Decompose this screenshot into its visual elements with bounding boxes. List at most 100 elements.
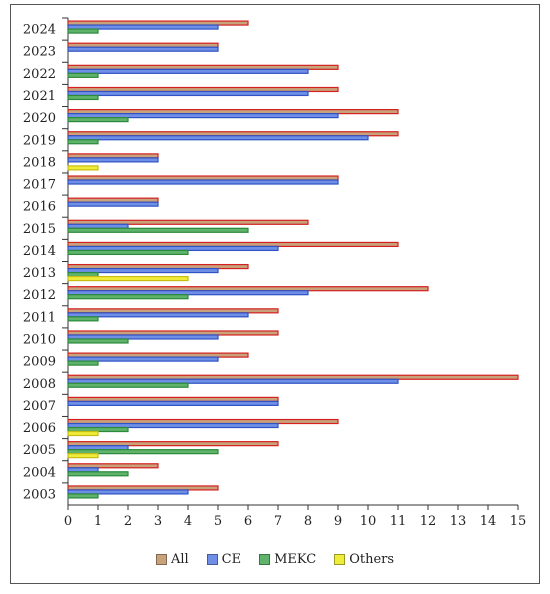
bar-ce-2022 bbox=[67, 68, 309, 74]
bar-mekc-2008 bbox=[67, 382, 189, 388]
x-tick-label: 13 bbox=[450, 514, 467, 529]
bar-ce-2019 bbox=[67, 135, 369, 141]
x-tick-label: 0 bbox=[64, 514, 72, 529]
bar-ce-2004 bbox=[67, 467, 99, 473]
x-tick-label: 7 bbox=[274, 514, 282, 529]
bar-all-2019 bbox=[67, 131, 399, 137]
bar-mekc-2012 bbox=[67, 294, 189, 300]
bar-mekc-2003 bbox=[67, 493, 99, 499]
bar-ce-2021 bbox=[67, 90, 309, 97]
y-tick-label: 2016 bbox=[23, 200, 56, 215]
bar-all-2009 bbox=[67, 352, 249, 358]
bar-ce-2015 bbox=[67, 223, 129, 229]
x-tick-label: 9 bbox=[334, 514, 342, 529]
x-tick-label: 10 bbox=[360, 514, 377, 529]
legend-label-others: Others bbox=[349, 552, 395, 567]
bar-all-2007 bbox=[67, 396, 279, 402]
bar-ce-2008 bbox=[67, 378, 399, 384]
y-tick-label: 2022 bbox=[23, 67, 56, 82]
bar-all-2017 bbox=[67, 175, 339, 181]
bar-mekc-2006 bbox=[67, 426, 129, 433]
bar-all-2011 bbox=[67, 308, 279, 314]
bar-ce-2018 bbox=[67, 157, 159, 163]
y-tick-label: 2005 bbox=[23, 443, 56, 458]
bar-mekc-2019 bbox=[67, 139, 99, 145]
bar-mekc-2015 bbox=[67, 227, 249, 233]
legend-item-all: All bbox=[155, 552, 189, 567]
bar-others-2018 bbox=[67, 165, 99, 171]
bar-mekc-2005 bbox=[67, 449, 219, 455]
legend-swatch-ce bbox=[206, 554, 218, 565]
legend-swatch-all bbox=[155, 554, 167, 565]
bar-all-2014 bbox=[67, 241, 399, 248]
legend-item-ce: CE bbox=[206, 552, 242, 567]
legend-label-mekc: MEKC bbox=[274, 552, 317, 567]
bar-others-2005 bbox=[67, 453, 99, 459]
bar-all-2012 bbox=[67, 286, 429, 292]
x-tick-label: 12 bbox=[420, 514, 437, 529]
bar-mekc-2024 bbox=[67, 28, 99, 34]
x-tick-label: 1 bbox=[94, 514, 102, 529]
legend-label-all: All bbox=[170, 552, 189, 567]
y-tick-label: 2013 bbox=[23, 266, 56, 281]
bar-all-2005 bbox=[67, 441, 279, 447]
x-tick-label: 5 bbox=[214, 514, 222, 529]
y-tick-label: 2011 bbox=[23, 310, 56, 325]
bar-others-2006 bbox=[67, 430, 99, 437]
bar-ce-2013 bbox=[67, 267, 219, 274]
x-tick-label: 15 bbox=[510, 514, 527, 529]
bar-all-2016 bbox=[67, 197, 159, 203]
bar-mekc-2004 bbox=[67, 471, 129, 477]
x-tick-label: 14 bbox=[480, 514, 497, 529]
y-tick-label: 2008 bbox=[23, 377, 56, 392]
y-tick-label: 2023 bbox=[23, 45, 56, 60]
x-tick-label: 4 bbox=[184, 514, 192, 529]
bar-ce-2007 bbox=[67, 400, 279, 406]
bar-all-2013 bbox=[67, 263, 249, 270]
y-tick-label: 2007 bbox=[23, 399, 56, 414]
y-tick-label: 2015 bbox=[23, 222, 56, 237]
legend: All CE MEKC Others bbox=[0, 552, 550, 567]
bar-all-2008 bbox=[67, 374, 519, 380]
bar-ce-2005 bbox=[67, 445, 129, 451]
bar-mekc-2011 bbox=[67, 316, 99, 322]
y-tick-label: 2003 bbox=[23, 487, 56, 502]
bar-ce-2023 bbox=[67, 46, 219, 52]
y-tick-label: 2020 bbox=[23, 111, 56, 126]
bar-mekc-2013 bbox=[67, 271, 99, 278]
bar-all-2003 bbox=[67, 485, 219, 491]
bar-all-2015 bbox=[67, 219, 309, 225]
y-tick-label: 2019 bbox=[23, 133, 56, 148]
bar-mekc-2022 bbox=[67, 72, 99, 78]
y-tick-label: 2018 bbox=[23, 155, 56, 170]
legend-label-ce: CE bbox=[221, 552, 242, 567]
y-tick-label: 2009 bbox=[23, 355, 56, 370]
bar-mekc-2014 bbox=[67, 249, 189, 256]
bar-ce-2012 bbox=[67, 290, 309, 296]
legend-swatch-mekc bbox=[259, 554, 271, 565]
legend-item-others: Others bbox=[334, 552, 394, 567]
bar-ce-2003 bbox=[67, 489, 189, 495]
bar-ce-2010 bbox=[67, 334, 219, 340]
y-tick-label: 2017 bbox=[23, 178, 56, 193]
y-tick-label: 2012 bbox=[23, 288, 56, 303]
bar-all-2010 bbox=[67, 330, 279, 336]
bar-ce-2016 bbox=[67, 201, 159, 207]
bar-all-2004 bbox=[67, 463, 159, 469]
bar-ce-2020 bbox=[67, 113, 339, 119]
bar-ce-2006 bbox=[67, 422, 279, 429]
bar-mekc-2009 bbox=[67, 360, 99, 366]
bar-ce-2009 bbox=[67, 356, 219, 362]
x-tick-label: 6 bbox=[244, 514, 252, 529]
x-tick-label: 8 bbox=[304, 514, 312, 529]
bar-ce-2011 bbox=[67, 312, 249, 318]
bar-all-2006 bbox=[67, 418, 339, 425]
x-tick-label: 3 bbox=[154, 514, 162, 529]
bar-ce-2014 bbox=[67, 245, 279, 252]
legend-item-mekc: MEKC bbox=[259, 552, 316, 567]
y-tick-label: 2014 bbox=[23, 244, 56, 259]
bar-all-2018 bbox=[67, 153, 159, 159]
bar-mekc-2020 bbox=[67, 117, 129, 123]
x-tick-label: 2 bbox=[124, 514, 132, 529]
